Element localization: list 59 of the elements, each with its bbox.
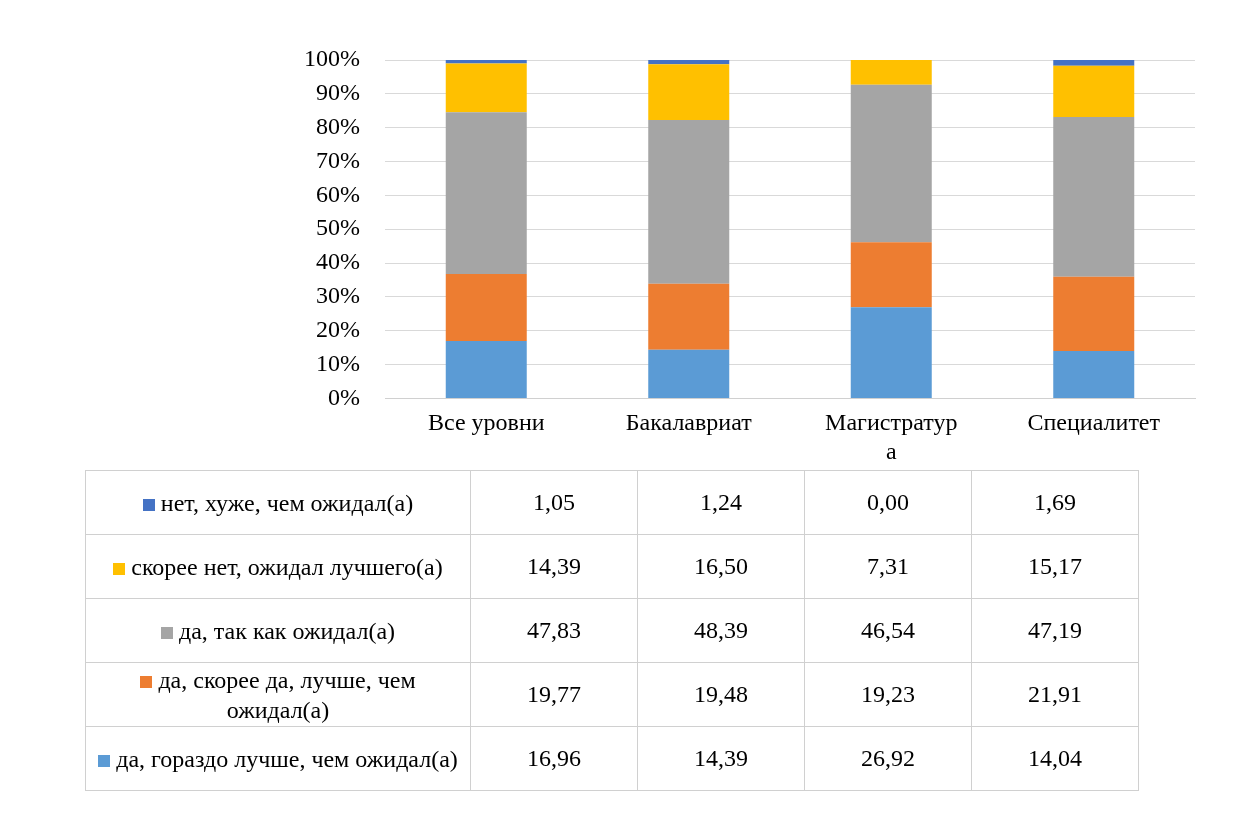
- data-label: 15,17: [971, 534, 1139, 599]
- legend-label: да, гораздо лучше, чем ожидал(а): [85, 726, 471, 791]
- bar: [648, 64, 730, 121]
- data-label: 47,19: [971, 598, 1139, 663]
- bar: [1053, 60, 1135, 66]
- x-tick-label: Магистратура: [825, 409, 958, 464]
- data-label: 14,39: [470, 534, 638, 599]
- data-label: 0,00: [804, 470, 972, 535]
- y-tick-label: 10%: [316, 349, 360, 376]
- bar: [1053, 350, 1135, 398]
- bar: [850, 84, 932, 243]
- bar: [445, 112, 527, 275]
- data-label: 16,96: [470, 726, 638, 791]
- bar: [850, 242, 932, 308]
- bar: [445, 274, 527, 342]
- bar: [648, 60, 730, 65]
- bar: [445, 63, 527, 113]
- bar: [648, 120, 730, 284]
- data-label: 1,05: [470, 470, 638, 535]
- y-tick-label: 60%: [316, 180, 360, 207]
- y-tick-label: 30%: [316, 282, 360, 309]
- legend-label: да, так как ожидал(а): [85, 598, 471, 663]
- data-label: 16,50: [637, 534, 805, 599]
- data-label: 47,83: [470, 598, 638, 663]
- data-label: 14,04: [971, 726, 1139, 791]
- bar: [1053, 117, 1135, 277]
- y-tick-label: 80%: [316, 112, 360, 139]
- y-tick-label: 70%: [316, 146, 360, 173]
- bar: [445, 60, 527, 64]
- data-label: 7,31: [804, 534, 972, 599]
- data-label: 21,91: [971, 662, 1139, 727]
- bar: [850, 60, 932, 85]
- data-label: 26,92: [804, 726, 972, 791]
- bar: [1053, 276, 1135, 351]
- bar: [850, 307, 932, 398]
- data-label: 19,23: [804, 662, 972, 727]
- data-label: 48,39: [637, 598, 805, 663]
- x-tick-label: Все уровни: [427, 409, 545, 436]
- x-tick-label: Специалитет: [1027, 409, 1161, 436]
- data-label: 1,24: [637, 470, 805, 535]
- data-label: 14,39: [637, 726, 805, 791]
- y-tick-label: 20%: [316, 316, 360, 343]
- bar: [648, 283, 730, 350]
- y-tick-label: 100%: [304, 45, 360, 72]
- y-tick-label: 40%: [316, 248, 360, 275]
- x-tick-label: Бакалавриат: [625, 409, 753, 436]
- legend-label: нет, хуже, чем ожидал(а): [85, 470, 471, 535]
- y-tick-label: 50%: [316, 214, 360, 241]
- bar: [648, 349, 730, 398]
- y-tick-label: 0%: [328, 383, 360, 410]
- data-label: 1,69: [971, 470, 1139, 535]
- bar: [1053, 65, 1135, 118]
- legend-label: скорее нет, ожидал лучшего(а): [85, 534, 471, 599]
- legend-label: да, скорее да, лучше, чем ожидал(а): [85, 662, 471, 727]
- data-label: 46,54: [804, 598, 972, 663]
- data-label: 19,48: [637, 662, 805, 727]
- bar: [445, 341, 527, 398]
- y-tick-label: 90%: [316, 79, 360, 106]
- data-label: 19,77: [470, 662, 638, 727]
